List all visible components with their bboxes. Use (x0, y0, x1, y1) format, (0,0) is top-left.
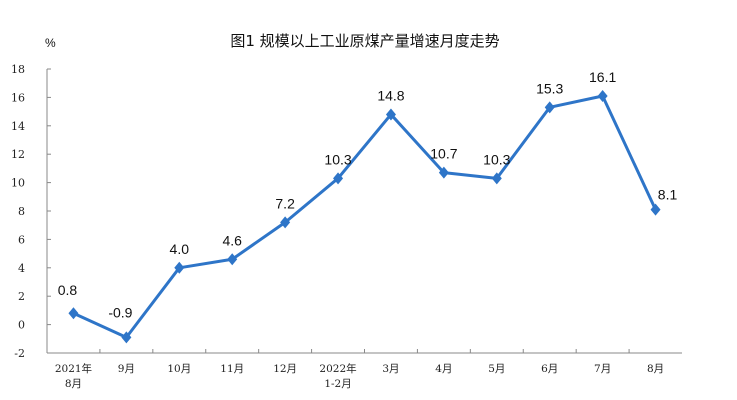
data-point-marker (650, 203, 661, 216)
x-tick-label: 3月 (382, 363, 399, 375)
data-label: 0.8 (58, 282, 78, 298)
x-tick-label: 12月 (273, 363, 297, 375)
data-label: 14.8 (377, 87, 404, 103)
data-point-marker (597, 89, 608, 102)
data-point-marker (333, 172, 344, 185)
x-tick-label: 10月 (167, 363, 191, 375)
x-tick-label: 1-2月 (324, 378, 351, 390)
x-tick-label: 5月 (488, 363, 505, 375)
data-point-marker (491, 172, 502, 185)
x-tick-label: 11月 (220, 363, 244, 375)
y-tick-label: 4 (18, 262, 25, 275)
y-tick-label: 0 (18, 319, 25, 332)
x-tick-label: 8月 (647, 363, 664, 375)
x-tick-label: 2022年 (319, 362, 356, 375)
x-tick-label: 4月 (435, 363, 452, 375)
data-point-marker (227, 253, 238, 266)
data-label: 10.7 (430, 146, 457, 162)
y-tick-label: 8 (18, 205, 25, 218)
x-tick-label: 9月 (118, 363, 135, 375)
y-tick-label: 2 (18, 290, 25, 303)
y-tick-label: 6 (18, 233, 25, 246)
data-label: 10.3 (324, 151, 351, 167)
data-label: 4.0 (170, 241, 190, 257)
y-tick-label: 16 (11, 91, 25, 104)
y-tick-label: -2 (14, 347, 25, 360)
x-tick-label: 8月 (65, 378, 82, 390)
y-tick-label: 10 (11, 177, 25, 190)
data-label: 8.1 (658, 187, 678, 203)
x-tick-label: 7月 (594, 363, 611, 375)
data-label: 4.6 (222, 232, 242, 248)
data-label: 10.3 (483, 151, 510, 167)
data-point-marker (544, 101, 555, 114)
x-tick-label: 2021年 (55, 362, 92, 375)
data-point-marker (68, 307, 79, 320)
y-tick-label: 12 (11, 148, 25, 161)
data-point-marker (174, 261, 185, 274)
x-tick-label: 6月 (541, 363, 558, 375)
data-label: 16.1 (589, 69, 616, 85)
data-point-marker (438, 166, 449, 179)
series-line (72, 94, 657, 339)
data-label: 7.2 (275, 195, 295, 211)
data-point-marker (385, 108, 396, 121)
data-label: -0.9 (108, 304, 132, 320)
y-tick-label: 14 (11, 120, 25, 133)
y-tick-label: 18 (11, 63, 25, 76)
data-label: 15.3 (536, 80, 563, 96)
data-point-marker (121, 331, 132, 344)
y-axis-unit: % (45, 36, 56, 50)
chart-title: 图1 规模以上工业原煤产量增速月度走势 (230, 32, 499, 50)
data-point-marker (280, 216, 291, 229)
